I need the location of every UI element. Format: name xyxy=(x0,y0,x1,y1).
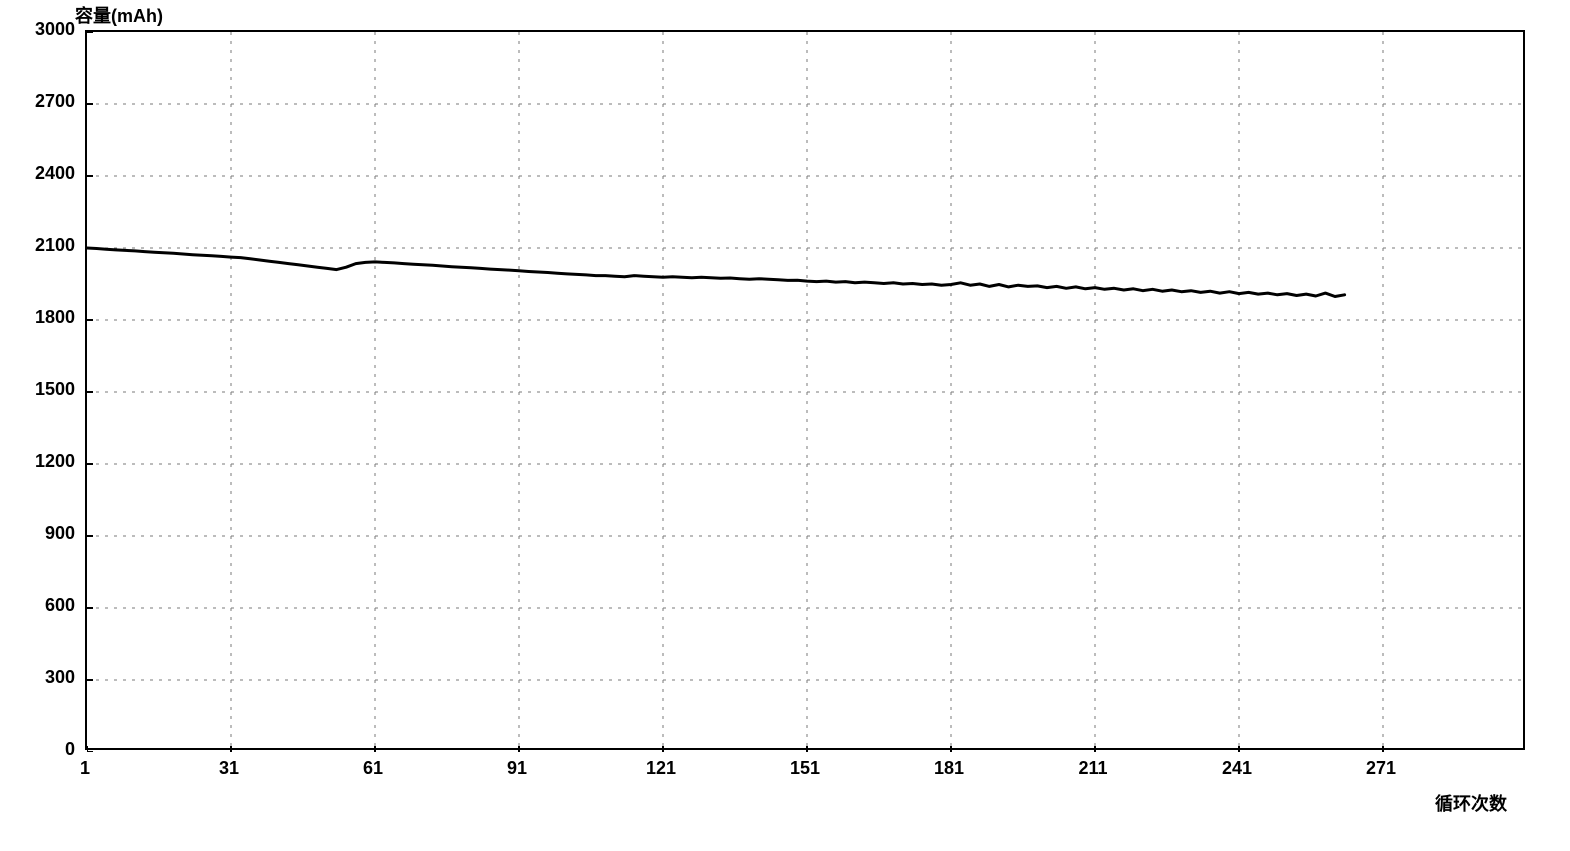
x-tick-label: 1 xyxy=(55,758,115,779)
y-tick-label: 900 xyxy=(15,523,75,544)
y-axis-title: 容量(mAh) xyxy=(75,2,163,28)
x-tick-label: 241 xyxy=(1207,758,1267,779)
x-tick-label: 61 xyxy=(343,758,403,779)
x-tick-label: 211 xyxy=(1063,758,1123,779)
y-tick-label: 600 xyxy=(15,595,75,616)
x-tick-label: 151 xyxy=(775,758,835,779)
y-tick-label: 2700 xyxy=(15,91,75,112)
chart-container: { "chart": { "type": "line", "y_axis_tit… xyxy=(0,0,1570,851)
y-tick-label: 2100 xyxy=(15,235,75,256)
plot-svg xyxy=(87,32,1527,752)
x-tick-label: 91 xyxy=(487,758,547,779)
series-line xyxy=(87,248,1345,297)
y-tick-label: 3000 xyxy=(15,19,75,40)
y-tick-label: 1800 xyxy=(15,307,75,328)
x-axis-title: 循环次数 xyxy=(1435,790,1507,816)
y-tick-label: 300 xyxy=(15,667,75,688)
plot-area xyxy=(85,30,1525,750)
y-tick-label: 1500 xyxy=(15,379,75,400)
y-tick-label: 2400 xyxy=(15,163,75,184)
x-tick-label: 31 xyxy=(199,758,259,779)
y-tick-label: 1200 xyxy=(15,451,75,472)
x-tick-label: 181 xyxy=(919,758,979,779)
x-tick-label: 121 xyxy=(631,758,691,779)
y-tick-label: 0 xyxy=(15,739,75,760)
x-tick-label: 271 xyxy=(1351,758,1411,779)
